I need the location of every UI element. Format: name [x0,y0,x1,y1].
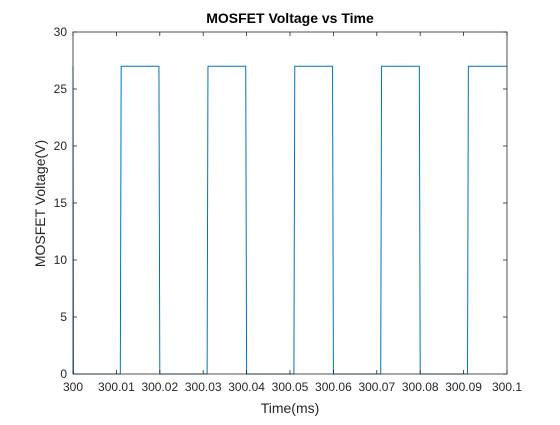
x-tick-label: 300.02 [141,380,178,394]
y-axis-label: MOSFET Voltage(V) [32,140,48,267]
x-tick-label: 300.09 [445,380,482,394]
x-tick-label: 300.01 [98,380,135,394]
y-tick-label: 15 [54,196,68,210]
y-tick-label: 20 [54,139,68,153]
y-tick-label: 5 [60,310,67,324]
x-axis-label: Time(ms) [261,400,320,416]
plot-area [73,32,507,374]
y-tick-label: 25 [54,82,68,96]
x-tick-label: 300.06 [315,380,352,394]
y-tick-label: 0 [60,367,67,381]
chart-title: MOSFET Voltage vs Time [206,10,374,26]
x-tick-label: 300.08 [402,380,439,394]
y-tick-label: 10 [54,253,68,267]
x-tick-label: 300.05 [272,380,309,394]
plot-background [73,32,507,374]
x-tick-label: 300 [63,380,83,394]
x-tick-label: 300.07 [358,380,395,394]
x-tick-label: 300.1 [492,380,522,394]
x-tick-label: 300.03 [185,380,222,394]
y-tick-label: 30 [54,25,68,39]
x-tick-label: 300.04 [228,380,265,394]
axes-layer: 300 300.01 300.02 300.03 300.04 300.05 300.06 3… [54,25,523,394]
